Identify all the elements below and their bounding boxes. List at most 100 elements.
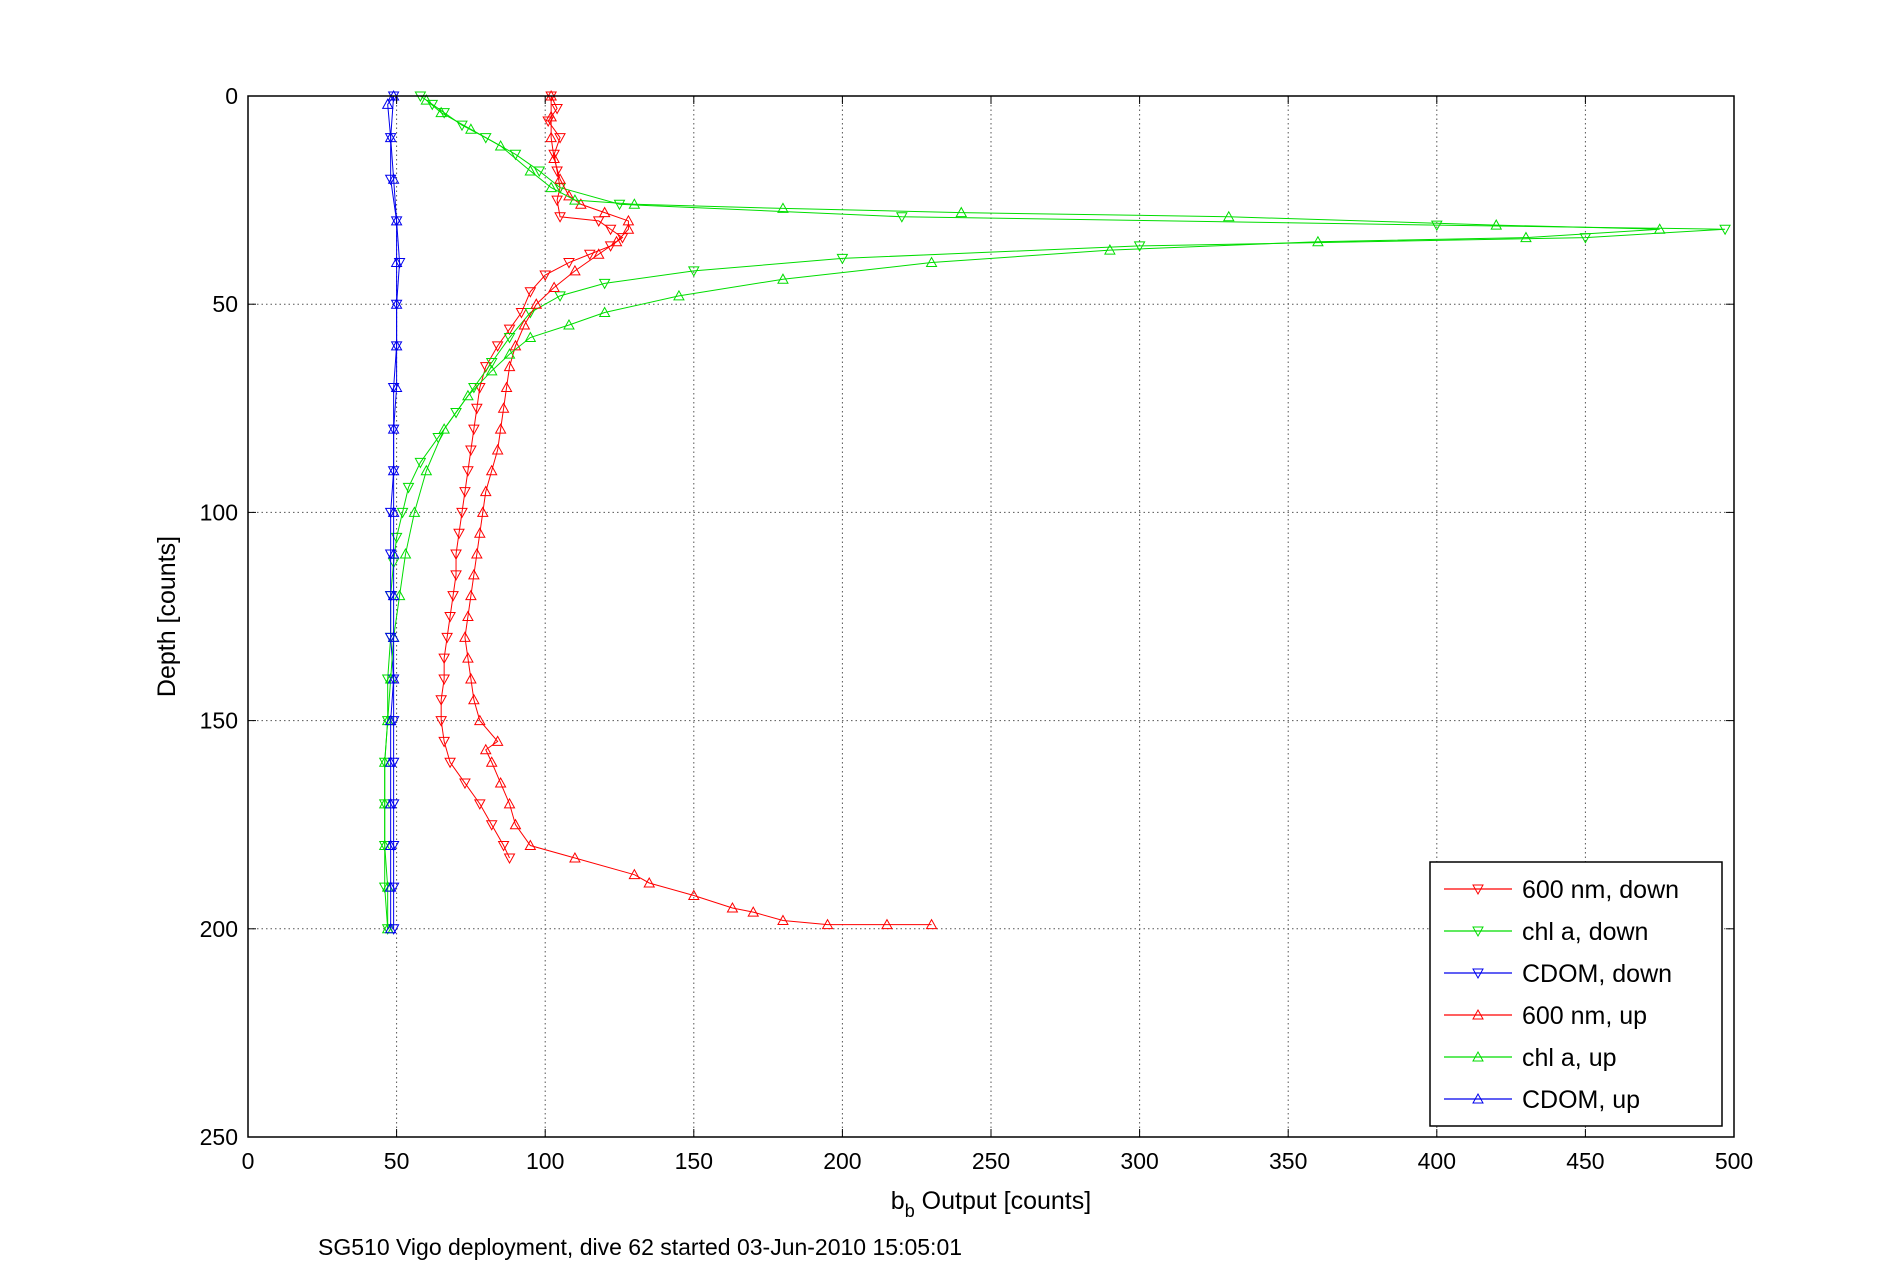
data-point <box>747 906 760 917</box>
data-point <box>545 110 557 122</box>
data-point <box>604 241 617 252</box>
data-point <box>836 253 849 265</box>
data-point <box>387 173 400 184</box>
x-tick-label: 500 <box>1715 1148 1753 1174</box>
data-point <box>494 139 507 151</box>
data-point <box>563 258 575 269</box>
legend-label: 600 nm, up <box>1522 1002 1647 1030</box>
data-point <box>503 853 516 865</box>
series-line <box>440 95 624 859</box>
data-point <box>459 631 471 642</box>
data-point <box>390 381 403 392</box>
data-point <box>545 131 557 143</box>
data-point <box>384 797 397 809</box>
data-point <box>491 735 504 746</box>
data-point <box>500 381 513 392</box>
data-point <box>387 672 400 684</box>
data-point <box>1104 244 1116 255</box>
data-point <box>473 527 486 538</box>
y-tick-label: 100 <box>200 499 238 525</box>
x-tick-label: 250 <box>972 1148 1010 1174</box>
legend-box <box>1429 861 1723 1127</box>
data-point <box>470 403 483 415</box>
legend-swatch-marker <box>1472 884 1484 896</box>
data-point <box>1222 210 1235 222</box>
data-point <box>465 123 477 134</box>
data-point <box>497 402 510 413</box>
x-tick-label: 50 <box>384 1148 410 1174</box>
y-tick-label: 150 <box>200 708 238 734</box>
data-point <box>539 270 552 282</box>
data-point <box>378 839 391 851</box>
x-axis-label: bb Output [counts] <box>891 1187 1091 1221</box>
legend-entry: 600 nm, up <box>1444 1002 1647 1030</box>
data-point <box>604 224 617 236</box>
data-point <box>450 549 462 561</box>
series-line <box>384 99 1660 929</box>
legend-entry: 600 nm, down <box>1444 876 1679 904</box>
data-point <box>435 716 448 727</box>
data-point <box>384 922 397 934</box>
data-point <box>494 423 507 434</box>
data-point <box>438 736 451 748</box>
y-tick-label: 250 <box>200 1124 238 1150</box>
data-point <box>390 298 403 309</box>
data-point <box>821 918 834 930</box>
data-point <box>384 881 397 892</box>
data-point <box>402 482 415 494</box>
data-point <box>485 820 498 831</box>
data-point <box>435 695 448 706</box>
y-tick-label: 200 <box>200 916 238 942</box>
x-tick-label: 450 <box>1566 1148 1604 1174</box>
data-point <box>456 507 468 519</box>
data-point <box>468 693 480 705</box>
data-point <box>524 839 537 851</box>
data-point <box>925 256 938 268</box>
data-point <box>622 223 635 234</box>
data-point <box>491 443 504 455</box>
data-point <box>1490 219 1503 230</box>
data-point <box>420 464 433 476</box>
data-point <box>503 348 516 359</box>
series-3 <box>459 89 938 930</box>
data-point <box>598 306 611 318</box>
data-point <box>613 199 626 211</box>
data-point <box>426 99 439 111</box>
data-point <box>551 166 563 177</box>
data-point <box>378 797 391 809</box>
data-point <box>473 799 486 810</box>
data-point <box>387 631 400 642</box>
data-point <box>509 149 522 161</box>
data-point <box>485 464 498 476</box>
data-point <box>569 264 581 276</box>
data-point <box>390 214 403 226</box>
data-point <box>408 506 421 517</box>
data-point <box>592 216 605 227</box>
data-point <box>545 181 557 193</box>
data-point <box>1719 224 1731 236</box>
data-point <box>396 507 409 519</box>
data-point <box>524 308 537 319</box>
x-tick-label: 150 <box>675 1148 713 1174</box>
data-point <box>881 918 893 930</box>
data-point <box>387 506 400 517</box>
data-point <box>548 281 560 293</box>
series-layer <box>378 89 1731 935</box>
data-point <box>524 287 537 298</box>
data-point <box>462 466 474 477</box>
legend-swatch-marker <box>1472 1008 1484 1020</box>
data-point <box>435 106 448 118</box>
data-point <box>465 445 477 456</box>
data-point <box>384 131 397 143</box>
data-point <box>491 341 504 352</box>
data-point <box>479 743 492 755</box>
legend-entry: CDOM, up <box>1444 1086 1640 1114</box>
data-point <box>468 568 480 580</box>
data-point <box>569 851 581 863</box>
legend-swatch-marker <box>1472 926 1484 938</box>
data-point <box>925 918 938 930</box>
data-point <box>462 610 474 621</box>
x-tick-label: 200 <box>823 1148 861 1174</box>
data-point <box>447 591 459 602</box>
data-point <box>494 777 507 788</box>
